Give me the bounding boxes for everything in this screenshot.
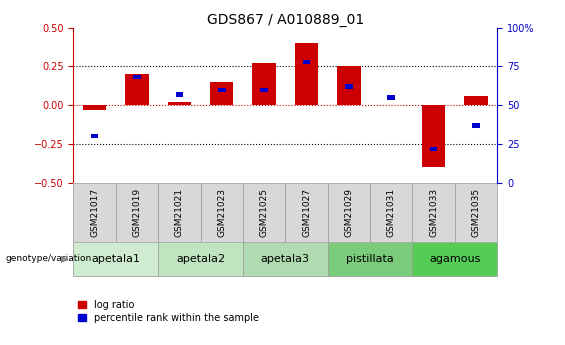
Bar (303, 60, 310, 64)
Bar (345, 85, 353, 89)
Bar (125, 74, 149, 105)
Bar (422, 105, 445, 167)
Bar (133, 75, 141, 79)
Text: GSM21021: GSM21021 (175, 188, 184, 237)
Text: GSM21027: GSM21027 (302, 188, 311, 237)
Bar (337, 66, 360, 105)
Text: ▶: ▶ (61, 254, 69, 264)
Bar (370, 183, 412, 242)
Bar (464, 96, 488, 105)
Bar (285, 183, 328, 242)
Bar (158, 241, 243, 276)
Text: GSM21017: GSM21017 (90, 188, 99, 237)
Bar (260, 88, 268, 92)
Bar (176, 92, 183, 97)
Bar (210, 82, 233, 105)
Text: GSM21023: GSM21023 (218, 188, 226, 237)
Bar (73, 183, 116, 242)
Bar (412, 241, 497, 276)
Bar (455, 183, 497, 242)
Text: apetala1: apetala1 (92, 254, 140, 264)
Legend: log ratio, percentile rank within the sample: log ratio, percentile rank within the sa… (79, 300, 259, 323)
Text: GSM21019: GSM21019 (133, 188, 141, 237)
Bar (328, 183, 370, 242)
Bar (168, 102, 191, 105)
Bar (73, 241, 158, 276)
Bar (472, 123, 480, 128)
Bar (158, 183, 201, 242)
Text: GSM21031: GSM21031 (387, 188, 396, 237)
Bar (295, 43, 318, 105)
Bar (388, 95, 395, 100)
Text: genotype/variation: genotype/variation (6, 254, 92, 263)
Text: GSM21025: GSM21025 (260, 188, 268, 237)
Bar (243, 241, 328, 276)
Text: apetala3: apetala3 (261, 254, 310, 264)
Title: GDS867 / A010889_01: GDS867 / A010889_01 (207, 12, 364, 27)
Bar (91, 134, 98, 138)
Text: GSM21035: GSM21035 (472, 188, 480, 237)
Bar (83, 105, 106, 110)
Text: pistillata: pistillata (346, 254, 394, 264)
Text: GSM21029: GSM21029 (345, 188, 353, 237)
Bar (201, 183, 243, 242)
Bar (243, 183, 285, 242)
Bar (253, 63, 276, 105)
Text: agamous: agamous (429, 254, 480, 264)
Bar (328, 241, 412, 276)
Text: apetala2: apetala2 (176, 254, 225, 264)
Bar (412, 183, 455, 242)
Text: GSM21033: GSM21033 (429, 188, 438, 237)
Bar (430, 147, 437, 151)
Bar (218, 88, 225, 92)
Bar (116, 183, 158, 242)
